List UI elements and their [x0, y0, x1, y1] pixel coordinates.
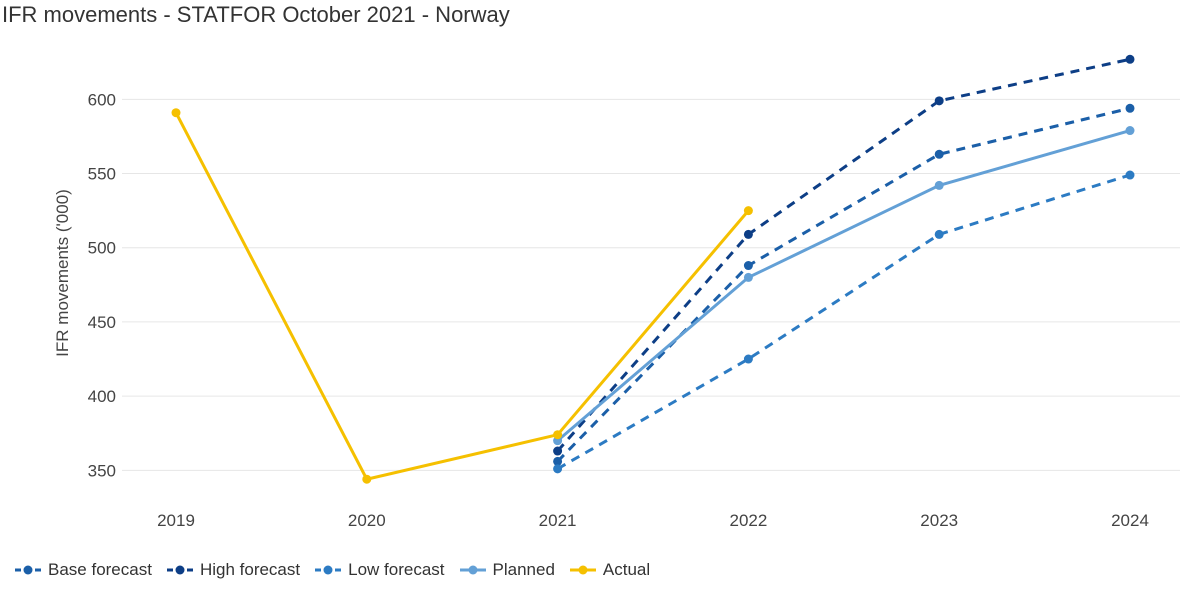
- y-tick-labels: 350 400 450 500 550 600: [88, 90, 116, 480]
- y-tick-label: 500: [88, 239, 116, 258]
- legend-item-planned[interactable]: Planned: [459, 560, 555, 580]
- series-line-low-forecast: [556, 173, 1131, 471]
- series-line-actual: [174, 112, 750, 481]
- data-point-high-forecast[interactable]: [1125, 54, 1135, 64]
- legend-swatch: [166, 564, 194, 576]
- data-point-low-forecast[interactable]: [743, 354, 753, 364]
- data-point-low-forecast[interactable]: [934, 229, 944, 239]
- y-axis-title: IFR movements ('000): [53, 189, 72, 357]
- legend-swatch: [569, 564, 597, 576]
- data-point-base-forecast[interactable]: [1125, 103, 1135, 113]
- gridlines: [122, 98, 1180, 471]
- data-point-high-forecast[interactable]: [553, 446, 563, 456]
- legend-item-actual[interactable]: Actual: [569, 560, 650, 580]
- x-tick-labels: 2019 2020 2021 2022 2023 2024: [157, 511, 1149, 530]
- legend-item-base-forecast[interactable]: Base forecast: [14, 560, 152, 580]
- y-tick-label: 600: [88, 90, 116, 109]
- series-planned: [553, 126, 1135, 446]
- x-tick-label: 2021: [539, 511, 577, 530]
- legend-swatch: [14, 564, 42, 576]
- data-point-high-forecast[interactable]: [934, 96, 944, 106]
- legend-item-high-forecast[interactable]: High forecast: [166, 560, 300, 580]
- data-point-actual[interactable]: [362, 474, 372, 484]
- series-low-forecast: [553, 170, 1135, 474]
- legend-label: Planned: [492, 560, 555, 579]
- data-point-base-forecast[interactable]: [934, 149, 944, 159]
- series-high-forecast: [553, 54, 1135, 456]
- legend-label: Base forecast: [48, 560, 152, 579]
- x-tick-label: 2020: [348, 511, 386, 530]
- legend-label: High forecast: [199, 560, 301, 579]
- data-point-actual[interactable]: [171, 108, 181, 118]
- legend-swatch: [459, 564, 487, 576]
- data-point-actual[interactable]: [553, 430, 563, 440]
- x-tick-label: 2022: [729, 511, 767, 530]
- legend-swatch: [314, 564, 342, 576]
- legend-item-low-forecast[interactable]: Low forecast: [314, 560, 445, 580]
- series-group: [171, 54, 1135, 484]
- data-point-actual[interactable]: [743, 206, 753, 216]
- y-tick-label: 400: [88, 387, 116, 406]
- data-point-planned[interactable]: [1125, 126, 1135, 136]
- data-point-planned[interactable]: [743, 272, 753, 282]
- data-point-high-forecast[interactable]: [743, 229, 753, 239]
- y-tick-label: 350: [88, 461, 116, 480]
- x-tick-label: 2023: [920, 511, 958, 530]
- chart-title: IFR movements - STATFOR October 2021 - N…: [2, 2, 510, 27]
- series-actual: [171, 108, 753, 484]
- data-point-base-forecast[interactable]: [553, 456, 563, 466]
- data-point-low-forecast[interactable]: [1125, 170, 1135, 180]
- series-line-planned: [556, 129, 1131, 442]
- data-point-low-forecast[interactable]: [553, 464, 563, 474]
- series-line-high-forecast: [556, 57, 1131, 453]
- data-point-base-forecast[interactable]: [743, 261, 753, 271]
- y-tick-label: 450: [88, 313, 116, 332]
- x-tick-label: 2024: [1111, 511, 1149, 530]
- legend-label: Actual: [602, 560, 651, 579]
- series-line-base-forecast: [556, 106, 1131, 463]
- legend: Base forecast High forecast Low forecast Pl…: [14, 560, 650, 580]
- data-point-planned[interactable]: [934, 180, 944, 190]
- x-tick-label: 2019: [157, 511, 195, 530]
- series-base-forecast: [553, 103, 1135, 466]
- legend-label: Low forecast: [348, 560, 445, 579]
- y-tick-label: 550: [88, 165, 116, 184]
